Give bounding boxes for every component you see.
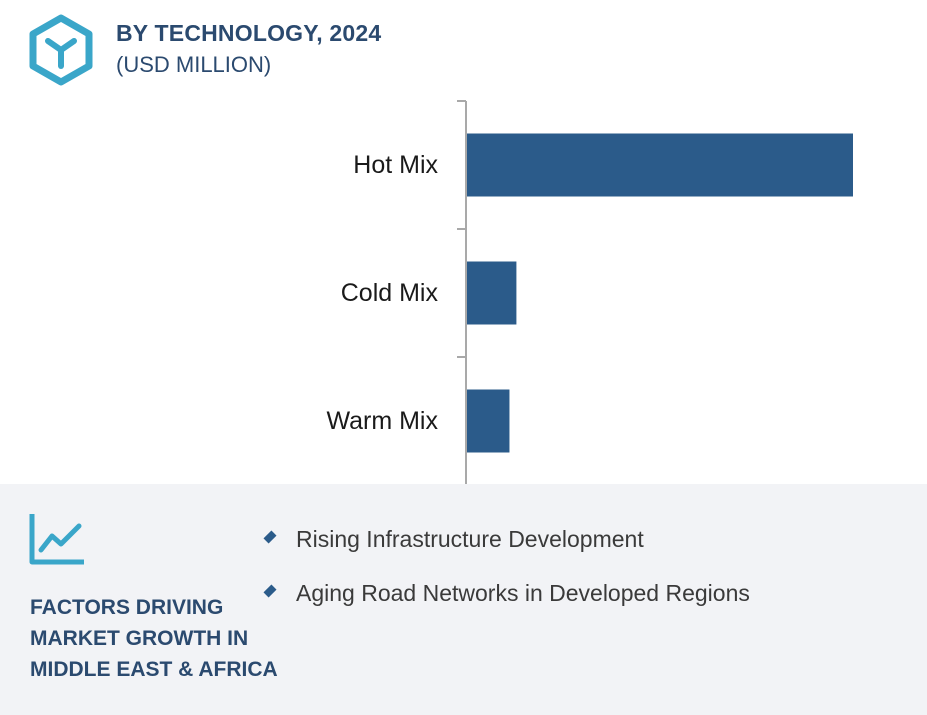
factors-title-line: FACTORS DRIVING — [30, 596, 224, 619]
chart-title: BY TECHNOLOGY, 2024 — [116, 20, 382, 46]
factor-text: Aging Road Networks in Developed Regions — [296, 580, 750, 606]
chart-subtitle: (USD MILLION) — [116, 52, 272, 77]
factor-item: Rising Infrastructure Development — [262, 524, 750, 578]
factor-item: Aging Road Networks in Developed Regions — [262, 578, 750, 632]
chart-header: BY TECHNOLOGY, 2024 (USD MILLION) — [28, 14, 628, 86]
diamond-bullet-icon — [263, 530, 277, 544]
category-label: Hot Mix — [353, 151, 438, 179]
line-chart-growth-icon — [29, 514, 84, 565]
factors-panel: FACTORS DRIVING MARKET GROWTH IN MIDDLE … — [0, 484, 927, 715]
category-label: Cold Mix — [341, 279, 439, 307]
factor-text: Rising Infrastructure Development — [296, 526, 644, 552]
factors-title: FACTORS DRIVING MARKET GROWTH IN MIDDLE … — [30, 592, 290, 685]
bar — [467, 133, 853, 197]
diamond-bullet-icon — [263, 584, 277, 598]
hexagon-logo-icon — [29, 14, 93, 86]
bar — [467, 389, 510, 453]
bar-chart: Hot Mix Cold Mix Warm Mix — [326, 100, 853, 486]
factors-title-line: MIDDLE EAST & AFRICA — [30, 658, 278, 681]
category-label: Warm Mix — [326, 407, 438, 435]
factors-title-line: MARKET GROWTH IN — [30, 627, 249, 650]
factors-list: Rising Infrastructure Development Aging … — [262, 524, 750, 632]
bar — [467, 261, 517, 325]
